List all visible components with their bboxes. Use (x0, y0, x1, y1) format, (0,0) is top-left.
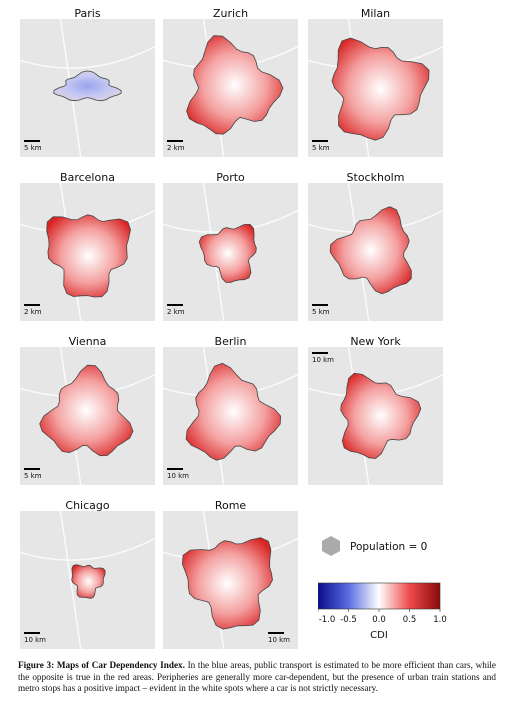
caption: Figure 3: Maps of Car Dependency Index. … (18, 660, 496, 695)
city-title: Milan (360, 7, 391, 20)
scale-label: 5 km (24, 144, 42, 152)
colorbar (318, 582, 441, 610)
city-area (181, 537, 273, 630)
city-area (329, 206, 412, 295)
colorbar-tick-label: -0.5 (340, 615, 357, 625)
caption-label: Figure 3: (18, 660, 55, 670)
city-title: Zurich (212, 7, 249, 20)
scale-label: 5 km (312, 144, 330, 152)
city-area (46, 214, 131, 298)
caption-title: Maps of Car Dependency Index. (56, 660, 185, 670)
city-map: 5 km (308, 19, 443, 157)
caption-text: In the blue areas, public transport is e… (18, 660, 496, 693)
colorbar-label: CDI (370, 630, 388, 641)
city-title: Chicago (65, 499, 110, 512)
city-title: New York (350, 335, 401, 348)
city-map: 5 km (20, 19, 155, 157)
scale-label: 5 km (312, 308, 330, 316)
city-map: 2 km (20, 183, 155, 321)
city-title: Berlin (214, 335, 247, 348)
scale-label: 2 km (24, 308, 42, 316)
city-area (186, 35, 284, 135)
city-map: 2 km (163, 19, 298, 157)
city-map: 10 km (163, 347, 298, 485)
city-title: Rome (214, 499, 247, 512)
legend-label: Population = 0 (350, 541, 427, 553)
city-area (331, 37, 430, 141)
city-title: Vienna (68, 335, 107, 348)
city-map: 10 km (20, 511, 155, 649)
city-map: 10 km (308, 347, 443, 485)
colorbar-tick-label: 0.5 (403, 615, 417, 625)
city-title: Barcelona (60, 171, 115, 184)
colorbar-tick-label: 1.0 (433, 615, 447, 625)
colorbar-tick-label: -1.0 (319, 615, 336, 625)
city-area (185, 362, 282, 461)
city-map: 2 km (163, 183, 298, 321)
legend: Population = 0 -1.0 -0.5 0.0 0.5 1.0 CDI (318, 536, 447, 641)
scale-label: 10 km (24, 636, 46, 644)
city-map: 10 km (163, 511, 298, 649)
city-area (340, 372, 422, 459)
city-map: 5 km (308, 183, 443, 321)
hexagon-icon (322, 536, 340, 556)
scale-label: 2 km (167, 144, 185, 152)
colorbar-tick-label: 0.0 (372, 615, 386, 625)
road (20, 511, 155, 649)
city-area (198, 223, 257, 283)
scale-label: 10 km (167, 472, 189, 480)
scale-label: 10 km (312, 356, 334, 364)
scale-label: 10 km (268, 636, 290, 644)
scale-label: 2 km (167, 308, 185, 316)
city-area (53, 70, 122, 102)
city-area (71, 564, 106, 599)
colorbar-ticks: -1.0 -0.5 0.0 0.5 1.0 (318, 609, 447, 625)
city-title: Porto (216, 171, 245, 184)
city-map: 5 km (20, 347, 155, 485)
city-title: Stockholm (346, 171, 405, 184)
city-title: Paris (74, 7, 101, 20)
scale-label: 5 km (24, 472, 42, 480)
city-area (39, 364, 134, 457)
